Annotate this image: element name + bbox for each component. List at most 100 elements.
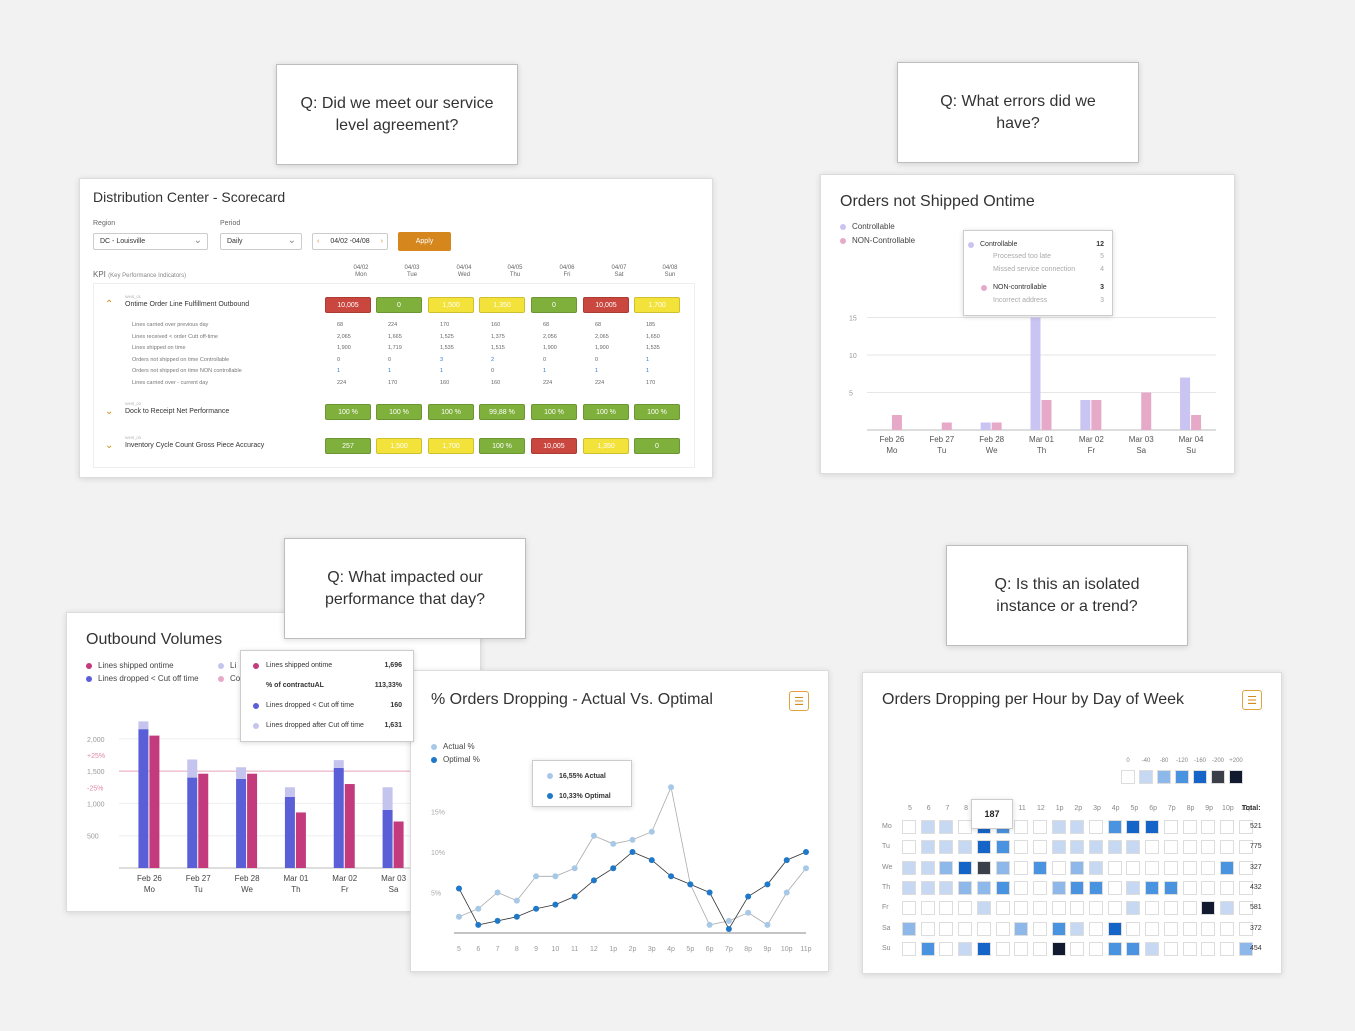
heatmap-cell[interactable]	[1145, 880, 1160, 895]
heatmap-cell[interactable]	[1238, 860, 1253, 875]
heatmap-cell[interactable]	[976, 880, 991, 895]
heatmap-cell[interactable]	[1126, 941, 1141, 956]
chevron-down-icon[interactable]: ⌄	[105, 406, 114, 417]
heatmap-cell[interactable]	[1014, 840, 1029, 855]
heatmap-cell[interactable]	[1238, 880, 1253, 895]
heatmap-cell[interactable]	[1145, 820, 1160, 834]
filter-settings-icon[interactable]: ☰	[789, 691, 809, 711]
heatmap-cell[interactable]	[902, 820, 916, 834]
heatmap-cell[interactable]	[939, 921, 954, 936]
heatmap-cell[interactable]	[939, 901, 954, 916]
date-range-picker[interactable]: ‹ 04/02 -04/08 ›	[312, 233, 388, 250]
heatmap-cell[interactable]	[920, 840, 935, 855]
heatmap-cell[interactable]	[902, 901, 916, 916]
heatmap-cell[interactable]	[1014, 921, 1029, 936]
heatmap-cell[interactable]	[1051, 820, 1066, 834]
heatmap-cell[interactable]	[939, 840, 954, 855]
heatmap-cell[interactable]	[1051, 880, 1066, 895]
heatmap-cell[interactable]	[1182, 921, 1197, 936]
heatmap-cell[interactable]	[1089, 941, 1103, 956]
heatmap-cell[interactable]	[1014, 820, 1029, 834]
heatmap-cell[interactable]	[958, 820, 973, 834]
heatmap-cell[interactable]	[1145, 901, 1160, 916]
heatmap-cell[interactable]	[1070, 921, 1085, 936]
heatmap-cell[interactable]	[1238, 901, 1253, 916]
heatmap-cell[interactable]	[902, 921, 916, 936]
filter-settings-icon[interactable]: ☰	[1242, 690, 1262, 710]
heatmap-cell[interactable]	[902, 880, 916, 895]
heatmap-cell[interactable]	[1163, 820, 1178, 834]
heatmap-cell[interactable]	[1219, 880, 1234, 895]
heatmap-cell[interactable]	[1182, 901, 1197, 916]
heatmap-cell[interactable]	[1032, 880, 1047, 895]
heatmap-cell[interactable]	[939, 820, 954, 834]
heatmap-cell[interactable]	[1014, 941, 1029, 956]
heatmap-cell[interactable]	[995, 901, 1010, 916]
heatmap-cell[interactable]	[939, 880, 954, 895]
heatmap-cell[interactable]	[1163, 901, 1178, 916]
heatmap-cell[interactable]	[1051, 901, 1066, 916]
heatmap-cell[interactable]	[1126, 840, 1141, 855]
heatmap-cell[interactable]	[1032, 820, 1047, 834]
heatmap-cell[interactable]	[1238, 820, 1253, 834]
heatmap-cell[interactable]	[1145, 921, 1160, 936]
heatmap-cell[interactable]	[1219, 840, 1234, 855]
heatmap-cell[interactable]	[939, 941, 954, 956]
heatmap-cell[interactable]	[1107, 840, 1122, 855]
heatmap-cell[interactable]	[1201, 820, 1216, 834]
heatmap-cell[interactable]	[1070, 880, 1085, 895]
heatmap-cell[interactable]	[1032, 921, 1047, 936]
heatmap-cell[interactable]	[1032, 860, 1047, 875]
heatmap-cell[interactable]	[1201, 901, 1216, 916]
period-select[interactable]: Daily ⌄	[220, 233, 302, 250]
heatmap-cell[interactable]	[1163, 921, 1178, 936]
heatmap-cell[interactable]	[1238, 941, 1253, 956]
chevron-right-icon[interactable]: ›	[380, 238, 383, 245]
heatmap-cell[interactable]	[1201, 941, 1216, 956]
heatmap-cell[interactable]	[1219, 901, 1234, 916]
heatmap-cell[interactable]	[920, 820, 935, 834]
heatmap-cell[interactable]	[1089, 840, 1103, 855]
heatmap-cell[interactable]	[958, 921, 973, 936]
heatmap-cell[interactable]	[995, 941, 1010, 956]
heatmap-cell[interactable]	[1070, 840, 1085, 855]
heatmap-cell[interactable]	[902, 840, 916, 855]
heatmap-cell[interactable]	[1126, 880, 1141, 895]
heatmap-cell[interactable]	[1032, 840, 1047, 855]
heatmap-cell[interactable]	[1182, 880, 1197, 895]
heatmap-cell[interactable]	[1219, 921, 1234, 936]
heatmap-cell[interactable]	[1089, 820, 1103, 834]
heatmap-cell[interactable]	[902, 941, 916, 956]
heatmap-cell[interactable]	[939, 860, 954, 875]
heatmap-cell[interactable]	[1201, 880, 1216, 895]
heatmap-cell[interactable]	[1070, 860, 1085, 875]
heatmap-cell[interactable]	[958, 880, 973, 895]
heatmap-cell[interactable]	[1051, 941, 1066, 956]
heatmap-cell[interactable]	[1238, 840, 1253, 855]
heatmap-cell[interactable]	[902, 860, 916, 875]
heatmap-cell[interactable]	[1070, 901, 1085, 916]
heatmap-cell[interactable]	[1182, 860, 1197, 875]
heatmap-cell[interactable]	[920, 901, 935, 916]
heatmap-cell[interactable]	[920, 941, 935, 956]
heatmap-cell[interactable]	[1089, 921, 1103, 936]
heatmap-cell[interactable]	[1201, 840, 1216, 855]
heatmap-cell[interactable]	[1126, 901, 1141, 916]
heatmap-cell[interactable]	[976, 921, 991, 936]
heatmap-cell[interactable]	[995, 921, 1010, 936]
chevron-up-icon[interactable]: ⌃	[105, 299, 114, 310]
heatmap-cell[interactable]	[1163, 941, 1178, 956]
heatmap-cell[interactable]	[1219, 941, 1234, 956]
heatmap-cell[interactable]	[958, 860, 973, 875]
heatmap-cell[interactable]	[1089, 860, 1103, 875]
chevron-down-icon[interactable]: ⌄	[105, 440, 114, 451]
apply-button[interactable]: Apply	[398, 232, 451, 251]
heatmap-cell[interactable]	[958, 840, 973, 855]
heatmap-cell[interactable]	[1107, 860, 1122, 875]
heatmap-cell[interactable]	[1182, 840, 1197, 855]
heatmap-cell[interactable]	[976, 860, 991, 875]
heatmap-cell[interactable]	[1032, 941, 1047, 956]
heatmap-cell[interactable]	[976, 901, 991, 916]
heatmap-cell[interactable]	[920, 880, 935, 895]
heatmap-cell[interactable]	[1014, 860, 1029, 875]
